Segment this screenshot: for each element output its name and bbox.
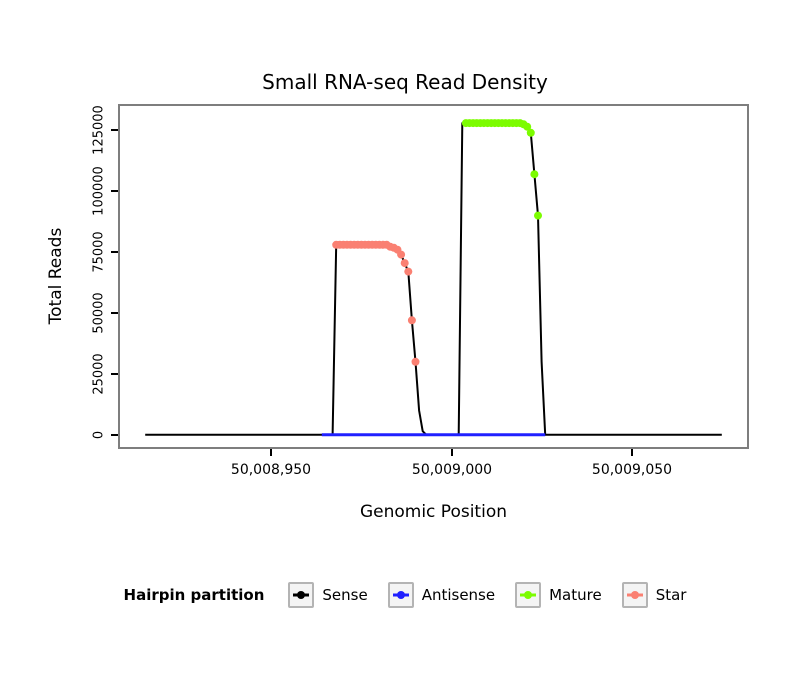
y-tick-label: 125000 (91, 105, 107, 155)
y-tick-label: 0 (91, 430, 107, 440)
x-axis-title: Genomic Position (359, 502, 508, 522)
plot-canvas (145, 119, 722, 437)
legend-items: Sense Antisense Mature Star (288, 582, 686, 608)
mature-points (461, 119, 542, 220)
x-tick-label: 50,009,050 (591, 462, 673, 478)
x-tick-mark (270, 449, 272, 456)
x-tick-label: 50,009,000 (411, 462, 493, 478)
legend-key-dot (630, 591, 639, 599)
legend-item-sense: Sense (288, 582, 368, 608)
x-tick-label: 50,008,950 (230, 462, 312, 478)
y-tick-mark (111, 312, 118, 314)
legend-item-label: Sense (322, 586, 368, 604)
y-tick-mark (111, 373, 118, 375)
y-tick-label: 50000 (91, 292, 107, 334)
legend-item-label: Star (655, 586, 687, 604)
legend-item-antisense: Antisense (387, 582, 496, 608)
legend-key-antisense (387, 582, 414, 608)
legend: Hairpin partition Sense Antisense Mature St… (0, 582, 810, 608)
legend-key-dot (297, 591, 306, 599)
y-tick-mark (111, 251, 118, 253)
legend-key-sense (288, 582, 315, 608)
x-tick-mark (631, 449, 633, 456)
star-points (332, 240, 420, 366)
sense-line (145, 122, 722, 436)
legend-item-label: Antisense (421, 586, 496, 604)
y-axis-title: Total Reads (46, 227, 66, 325)
legend-title: Hairpin partition (123, 586, 265, 604)
y-tick-mark (111, 190, 118, 192)
legend-key-mature (515, 582, 542, 608)
y-tick-label: 75000 (91, 231, 107, 273)
plot-panel (118, 104, 749, 449)
legend-key-star (621, 582, 648, 608)
y-tick-label: 25000 (91, 353, 107, 395)
y-tick-label: 100000 (91, 166, 107, 216)
legend-item-star: Star (621, 582, 687, 608)
chart-title: Small RNA-seq Read Density (262, 70, 548, 94)
x-tick-mark (451, 449, 453, 456)
legend-item-mature: Mature (515, 582, 602, 608)
y-tick-mark (111, 434, 118, 436)
legend-item-label: Mature (549, 586, 602, 604)
legend-key-dot (524, 591, 533, 599)
legend-key-dot (396, 591, 405, 599)
y-tick-mark (111, 129, 118, 131)
